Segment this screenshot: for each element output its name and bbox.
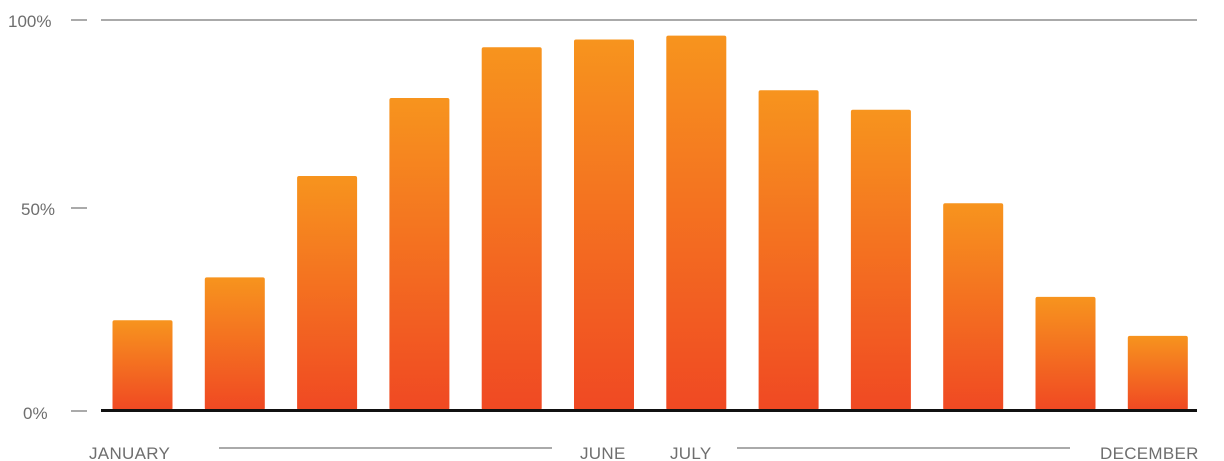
- bar-april: [389, 98, 450, 410]
- bar-september: [850, 109, 911, 410]
- x-label-june: JUNE: [580, 444, 626, 461]
- x-label-july: JULY: [670, 444, 712, 461]
- y-tick-label-0: 0%: [23, 404, 48, 423]
- bars: [112, 35, 1188, 411]
- y-axis: 100% 50% 0%: [8, 12, 87, 423]
- bar-march: [297, 176, 358, 410]
- bar-october: [943, 203, 1004, 410]
- bar-february: [204, 277, 265, 410]
- y-tick-label-100: 100%: [8, 12, 51, 31]
- bar-november: [1035, 296, 1096, 410]
- bar-august: [758, 90, 819, 410]
- bar-january: [112, 320, 173, 410]
- bar-june: [574, 39, 634, 410]
- x-axis: JANUARY JUNE JULY DECEMBER: [89, 444, 1199, 461]
- bar-december: [1127, 335, 1188, 410]
- bar-may: [481, 47, 542, 411]
- x-label-december: DECEMBER: [1100, 444, 1199, 461]
- y-tick-label-50: 50%: [21, 200, 55, 219]
- bar-july: [666, 35, 727, 410]
- x-label-january: JANUARY: [89, 444, 170, 461]
